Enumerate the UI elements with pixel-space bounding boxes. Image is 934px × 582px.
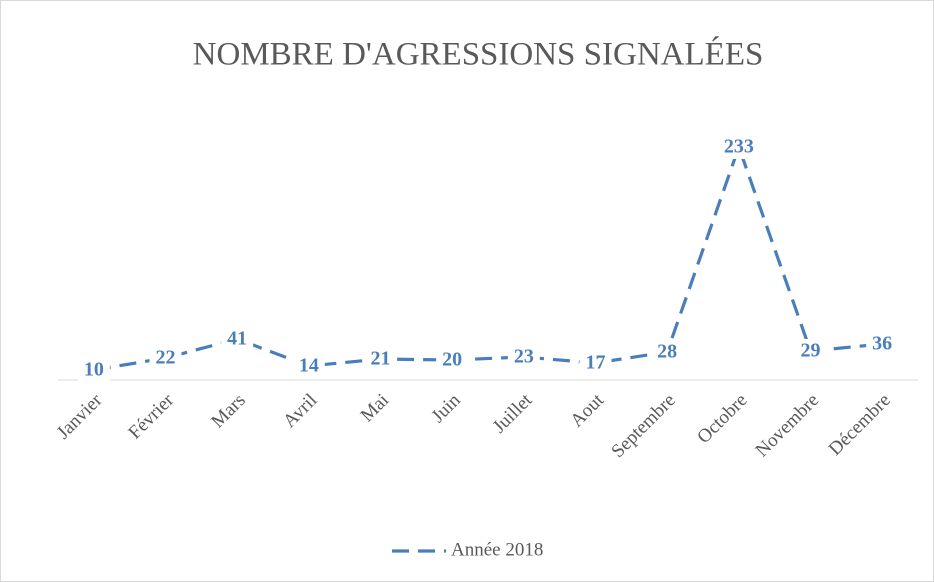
data-label: 29 [801,340,821,362]
data-label: 17 [586,352,606,374]
data-label-bg [149,346,182,370]
data-label: 10 [84,359,104,381]
data-label-bg [436,348,469,372]
data-label-bg [221,327,254,351]
data-label-bg [651,340,684,364]
legend-label: Année 2018 [451,539,543,560]
data-label-bg [364,347,397,371]
data-label: 36 [872,333,892,355]
data-label: 28 [657,341,677,363]
data-label-bg [507,345,540,369]
chart-title: NOMBRE D'AGRESSIONS SIGNALÉES [193,36,764,73]
data-label-bg [77,358,110,382]
data-label-bg [794,339,827,363]
data-label: 21 [371,348,391,370]
data-label: 41 [227,328,247,350]
data-label: 22 [156,347,176,369]
data-label-bg [717,135,761,159]
data-label-bg [292,354,325,378]
data-label-bg [866,332,899,356]
data-label: 23 [514,346,534,368]
data-label: 233 [724,136,754,158]
data-label: 14 [299,355,319,377]
data-label: 20 [442,349,462,371]
data-label-bg [579,351,612,375]
